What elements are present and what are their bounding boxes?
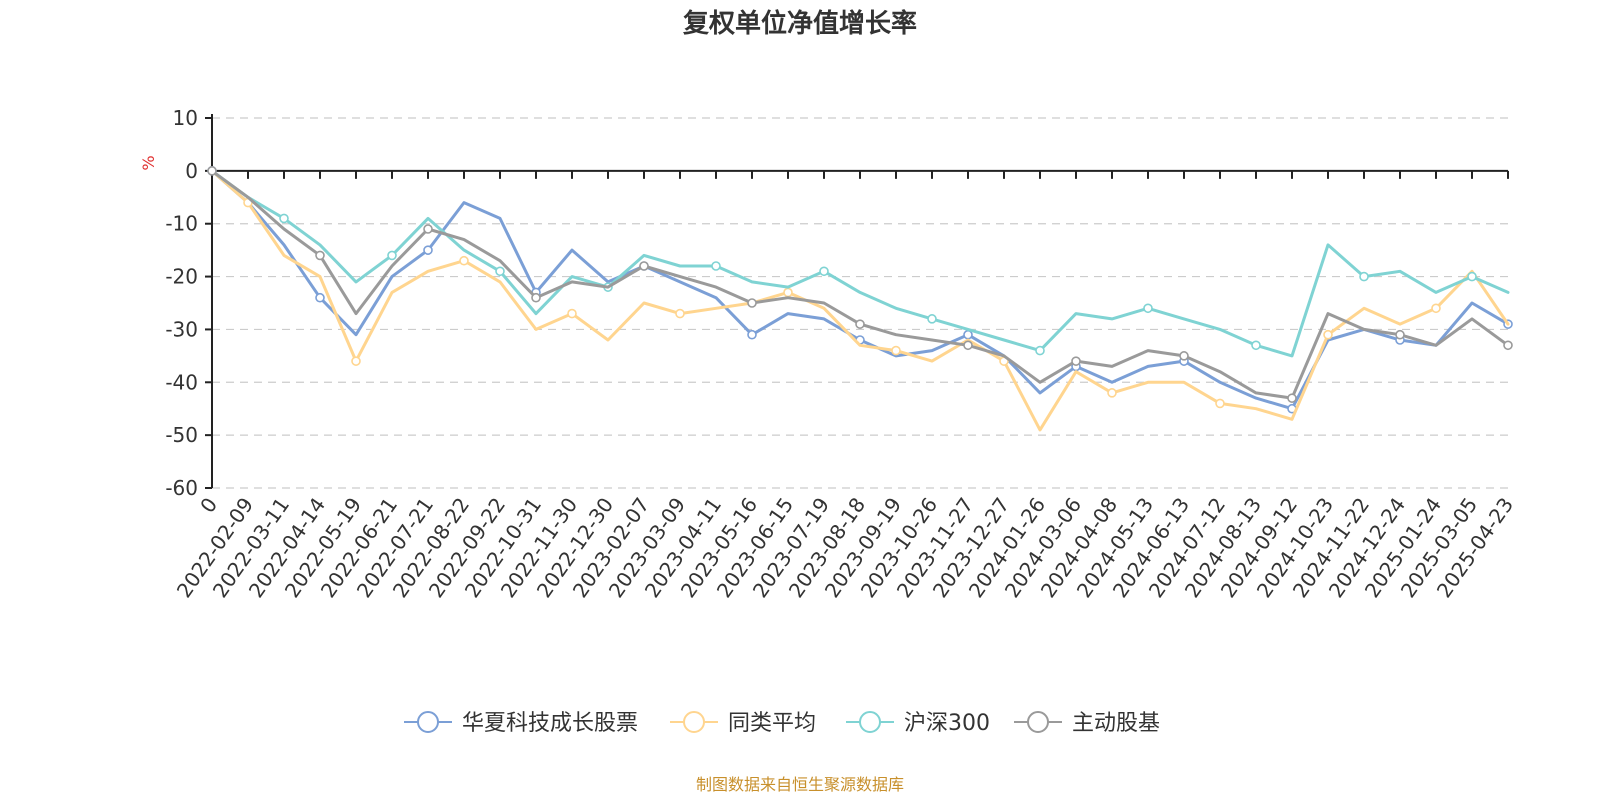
data-point xyxy=(855,319,865,329)
data-point xyxy=(1179,351,1189,361)
y-tick-label: -30 xyxy=(165,317,198,341)
data-point xyxy=(423,245,433,255)
data-point xyxy=(315,250,325,261)
data-point xyxy=(711,261,721,271)
legend-item-1[interactable]: 同类平均 xyxy=(670,711,816,736)
y-tick-labels: 10 0 -10 -20 -30 -40 -50 -60 xyxy=(165,106,198,500)
data-point xyxy=(1287,393,1297,403)
data-point xyxy=(1107,388,1117,398)
legend-label: 华夏科技成长股票 xyxy=(462,711,638,736)
legend-label: 同类平均 xyxy=(728,711,816,736)
data-point xyxy=(639,261,649,271)
data-point xyxy=(927,314,937,324)
data-source-note: 制图数据来自恒生聚源数据库 xyxy=(696,775,904,794)
data-point xyxy=(351,356,361,366)
y-tick-label: -20 xyxy=(165,265,198,289)
data-point xyxy=(675,308,685,319)
legend-marker-icon xyxy=(683,711,705,733)
legend-label: 主动股基 xyxy=(1072,711,1160,736)
x-tick-labels: 02022-02-092022-03-112022-04-142022-05-1… xyxy=(172,493,1518,602)
data-point xyxy=(1143,303,1153,314)
data-point xyxy=(1503,340,1513,351)
y-tick-label: -60 xyxy=(165,476,198,500)
legend-marker-icon xyxy=(859,711,881,733)
series-line-1 xyxy=(210,169,1510,432)
data-point xyxy=(747,298,757,308)
data-point xyxy=(423,224,433,234)
y-tick-label: 0 xyxy=(185,159,198,183)
data-point xyxy=(1215,398,1225,409)
data-point xyxy=(1359,271,1369,282)
data-point xyxy=(963,329,973,340)
series-lines xyxy=(207,166,1513,432)
chart-title: 复权单位净值增长率 xyxy=(683,8,917,39)
x-tick-label: 0 xyxy=(195,493,222,517)
data-point xyxy=(495,266,505,277)
legend[interactable]: 华夏科技成长股票 同类平均 沪深300 主动股基 xyxy=(404,711,1160,736)
y-tick-label: -10 xyxy=(165,212,198,236)
data-point xyxy=(279,213,289,224)
data-point xyxy=(567,308,577,319)
legend-marker-icon xyxy=(1027,711,1049,733)
gridlines xyxy=(212,117,1508,489)
y-tick-label: -40 xyxy=(165,370,198,394)
axes xyxy=(205,114,1509,489)
data-point xyxy=(783,287,793,298)
data-point xyxy=(531,292,541,303)
data-point xyxy=(1431,303,1441,314)
data-point xyxy=(963,340,973,351)
data-point xyxy=(315,292,325,303)
data-point xyxy=(459,255,469,266)
legend-item-2[interactable]: 沪深300 xyxy=(846,711,990,736)
y-axis-unit: % xyxy=(139,155,158,170)
data-point xyxy=(747,329,757,340)
data-point xyxy=(819,266,829,277)
data-point xyxy=(1071,356,1081,366)
data-point xyxy=(1323,329,1333,340)
y-tick-label: -50 xyxy=(165,423,198,447)
legend-item-3[interactable]: 主动股基 xyxy=(1014,711,1160,736)
legend-item-0[interactable]: 华夏科技成长股票 xyxy=(404,711,638,736)
legend-marker-icon xyxy=(417,711,439,733)
data-point xyxy=(1395,329,1405,340)
data-point xyxy=(1035,345,1045,356)
data-point xyxy=(1251,340,1261,351)
data-point xyxy=(1467,271,1477,282)
series-line-2 xyxy=(210,169,1510,358)
data-point xyxy=(891,345,901,356)
y-tick-label: 10 xyxy=(173,106,198,130)
data-point xyxy=(387,250,397,261)
data-point xyxy=(207,166,217,176)
legend-label: 沪深300 xyxy=(904,711,990,736)
